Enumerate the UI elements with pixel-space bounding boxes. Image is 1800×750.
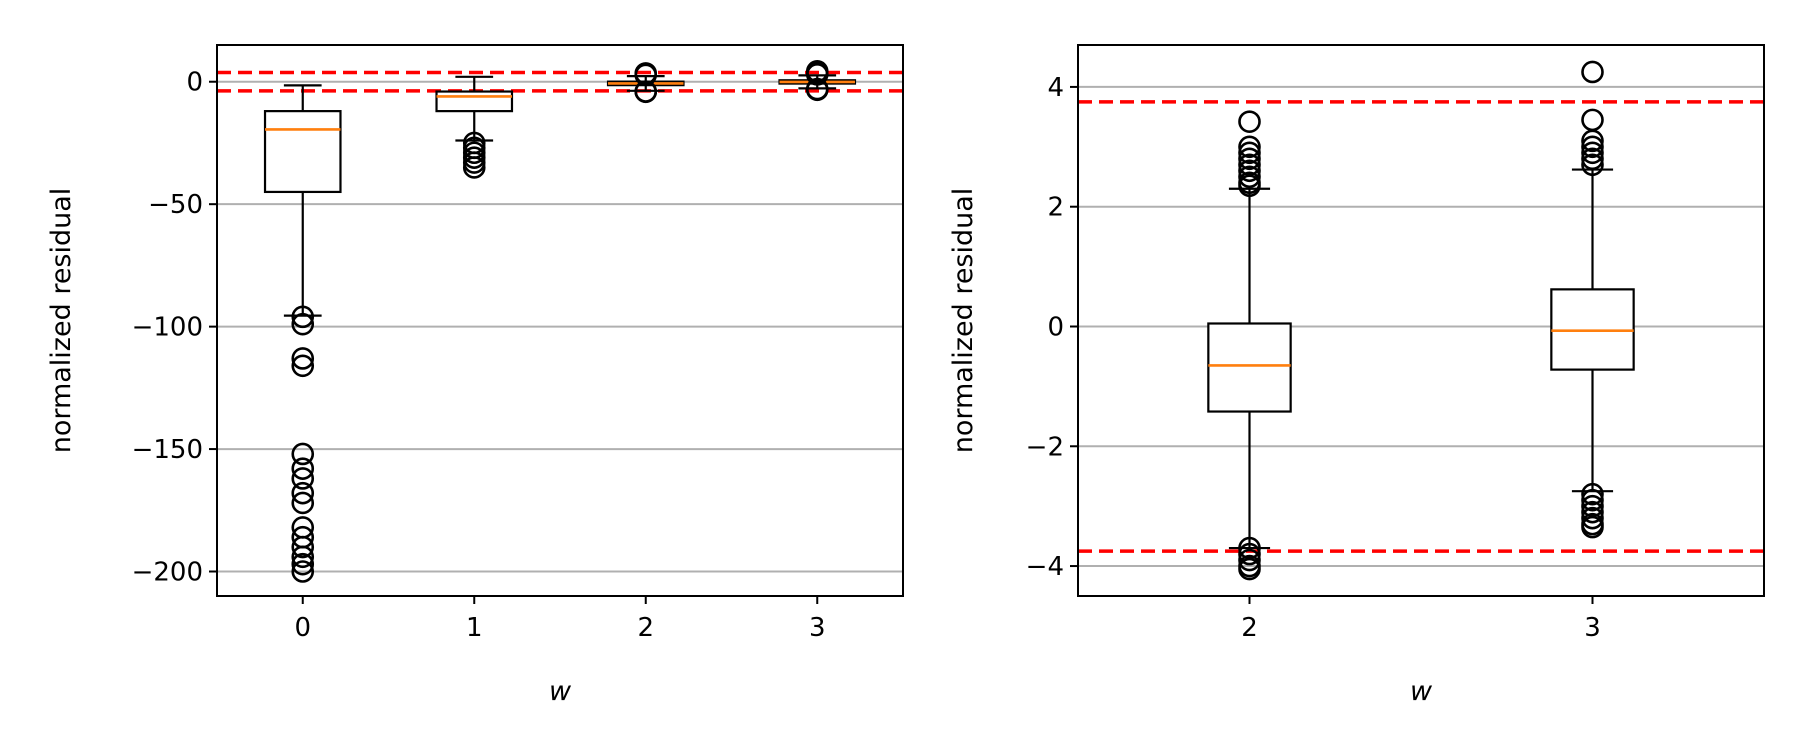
outlier-point <box>291 347 315 370</box>
outlier-point <box>1238 135 1261 159</box>
y-tick-label: 0 <box>186 68 203 98</box>
x-tick-label: 2 <box>1241 613 1258 643</box>
y-tick-label: 4 <box>1047 73 1064 103</box>
x-axis-label: w <box>549 676 572 707</box>
outlier-point <box>1238 548 1261 572</box>
outlier-point <box>805 78 829 102</box>
axes-frame <box>1077 44 1765 597</box>
outlier-point <box>291 560 315 583</box>
outlier-point <box>291 467 315 490</box>
y-tick-label: −4 <box>1026 552 1064 582</box>
outlier-point <box>1581 108 1604 132</box>
y-tick-label: −50 <box>148 190 203 220</box>
y-tick-label: −2 <box>1026 432 1064 462</box>
box-0 <box>263 84 342 583</box>
box-2 <box>606 62 685 104</box>
right-boxplot-panel: 4 2 0 −2 −4 2 3 w normalized residual <box>948 44 1765 707</box>
outlier-point <box>291 442 315 466</box>
outlier-point <box>1581 129 1604 153</box>
outlier-point <box>1581 60 1604 84</box>
y-axis-label: normalized residual <box>46 188 77 454</box>
outlier-point <box>291 491 315 515</box>
left-boxplot-panel: 0 −50 −100 −150 −200 0 1 2 3 w normalized residual <box>46 44 904 707</box>
outlier-point <box>291 535 315 559</box>
outlier-point <box>291 552 315 576</box>
outlier-point <box>1238 141 1261 165</box>
outlier-point <box>1581 153 1604 177</box>
iqr-box <box>263 110 342 194</box>
y-tick-label: −200 <box>132 558 203 588</box>
box-3 <box>1550 60 1635 539</box>
iqr-box <box>435 90 514 113</box>
axes-frame <box>216 44 904 597</box>
outlier-point <box>634 63 658 87</box>
y-tick-label: −100 <box>132 313 203 343</box>
outlier-point <box>634 80 658 104</box>
y-axis-label: normalized residual <box>948 188 979 454</box>
outlier-point <box>1581 482 1604 506</box>
outlier-point <box>1238 542 1261 566</box>
iqr-box <box>1207 322 1292 413</box>
outlier-point <box>1238 557 1261 581</box>
y-tick-label: −150 <box>132 435 203 465</box>
outlier-point <box>291 457 315 480</box>
outlier-point <box>1581 135 1604 159</box>
outlier-point <box>1238 165 1261 189</box>
outlier-point <box>291 481 315 505</box>
outlier-point <box>291 354 315 378</box>
y-tick-label: 2 <box>1047 193 1064 223</box>
x-tick-label: 3 <box>809 613 826 643</box>
outlier-point <box>1581 141 1604 165</box>
outlier-point <box>1238 174 1261 198</box>
outlier-point <box>291 312 315 336</box>
outlier-point <box>805 63 829 86</box>
outlier-point <box>1581 506 1604 530</box>
outlier-point <box>1581 515 1604 539</box>
x-tick-label: 2 <box>637 613 654 643</box>
box-3 <box>778 60 857 102</box>
box-1 <box>435 75 514 179</box>
outlier-point <box>1238 110 1261 133</box>
box-2 <box>1207 110 1292 581</box>
outlier-point <box>1581 500 1604 524</box>
outlier-point <box>1238 147 1261 171</box>
y-tick-label: 0 <box>1047 312 1064 342</box>
outlier-point <box>291 305 315 329</box>
x-tick-label: 0 <box>294 613 311 643</box>
outlier-point <box>1581 147 1604 171</box>
x-axis-label: w <box>1410 676 1433 707</box>
outlier-point <box>1238 159 1261 183</box>
x-tick-label: 1 <box>466 613 483 643</box>
outlier-point <box>291 545 315 569</box>
outlier-point <box>462 156 486 179</box>
x-tick-label: 3 <box>1584 613 1601 643</box>
outlier-point <box>1581 488 1604 512</box>
